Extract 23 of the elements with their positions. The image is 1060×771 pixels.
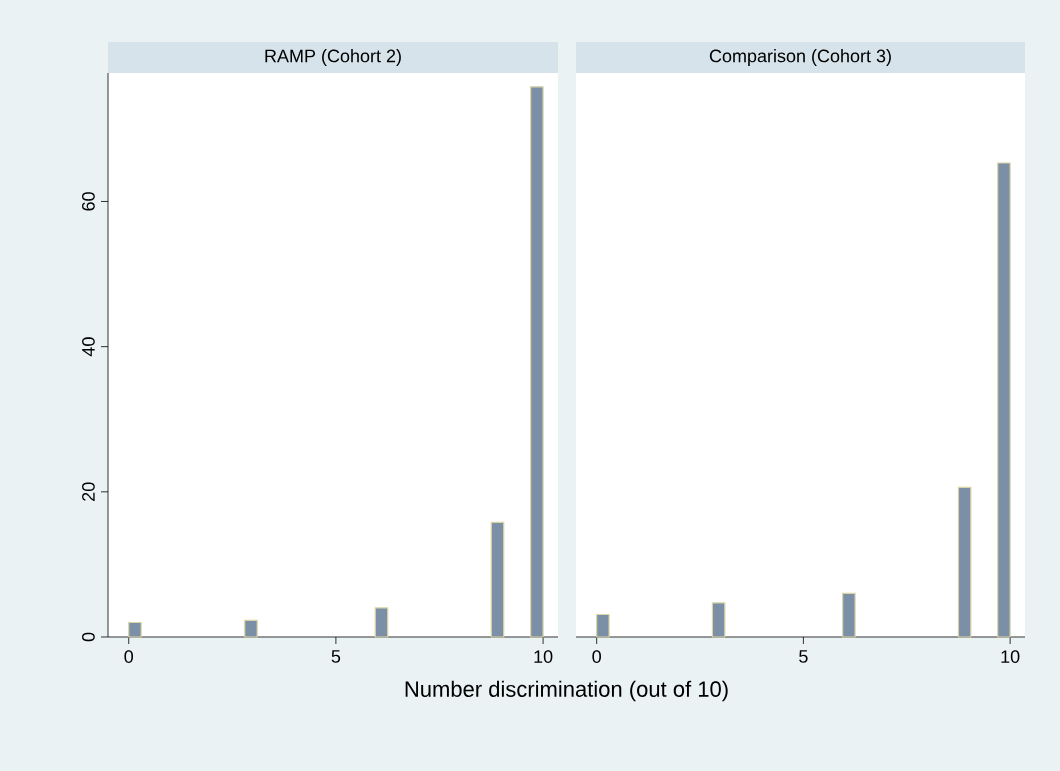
bar	[997, 162, 1011, 638]
bar	[128, 621, 142, 638]
y-tick-label: 60	[82, 192, 95, 211]
bar	[596, 613, 610, 638]
x-tick-label: 0	[124, 650, 134, 663]
chart-title: Comparison (Cohort 3)	[709, 49, 891, 66]
bar	[842, 592, 856, 638]
bar	[530, 86, 544, 638]
x-tick-label: 5	[331, 650, 341, 663]
chart-title: RAMP (Cohort 2)	[265, 49, 401, 66]
bar	[490, 521, 505, 638]
x-axis-title: Number discrimination (out of 10)	[405, 680, 728, 702]
y-tick-label: 40	[82, 337, 95, 357]
y-tick-label: 20	[82, 482, 95, 501]
bar	[244, 619, 258, 638]
bar	[957, 486, 972, 638]
x-tick-label: 10	[1001, 650, 1020, 663]
y-tick-label: 0	[82, 632, 95, 642]
bar	[711, 602, 726, 638]
x-tick-label: 10	[534, 650, 553, 663]
bar	[374, 607, 389, 638]
x-tick-label: 5	[799, 650, 808, 663]
x-tick-label: 0	[592, 650, 601, 663]
